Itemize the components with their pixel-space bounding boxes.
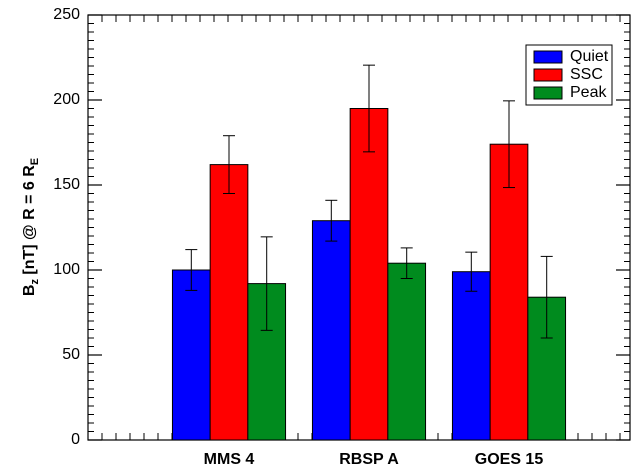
error-bar <box>223 135 235 194</box>
y-tick-label: 150 <box>53 176 80 193</box>
bar <box>387 262 427 441</box>
error-bar <box>185 249 198 291</box>
y-tick-label: 200 <box>53 91 80 108</box>
x-tick-label: MMS 4 <box>204 451 255 468</box>
legend-label: Peak <box>570 84 607 101</box>
error-bar <box>465 251 478 292</box>
error-bar <box>503 100 515 189</box>
error-bar <box>260 236 273 331</box>
y-tick-label: 100 <box>53 261 80 278</box>
legend-label: Quiet <box>570 48 609 65</box>
bar <box>311 220 351 441</box>
y-label-sub: E <box>29 158 41 165</box>
error-bar <box>325 199 338 242</box>
y-tick-label: 50 <box>62 346 80 363</box>
bar <box>451 271 491 441</box>
y-axis-label: Bz [nT] @ R = 6 RE <box>21 158 41 296</box>
y-label-part: [nT] @ R = 6 R <box>21 165 38 279</box>
error-bar <box>363 64 375 153</box>
y-tick-label: 250 <box>53 6 80 23</box>
y-label-sub: z <box>29 279 41 285</box>
legend-label: SSC <box>570 66 603 83</box>
bar <box>209 164 249 441</box>
bar <box>349 108 389 441</box>
error-bar <box>400 247 413 279</box>
bar <box>171 269 211 441</box>
error-bar <box>540 255 553 339</box>
legend-swatch <box>533 86 563 100</box>
bar <box>489 143 529 441</box>
legend-swatch <box>533 50 563 64</box>
x-tick-label: GOES 15 <box>475 451 544 468</box>
legend-swatch <box>533 68 563 82</box>
x-tick-label: RBSP A <box>339 451 399 468</box>
y-label-part: B <box>21 285 38 297</box>
y-tick-label: 0 <box>71 431 80 448</box>
